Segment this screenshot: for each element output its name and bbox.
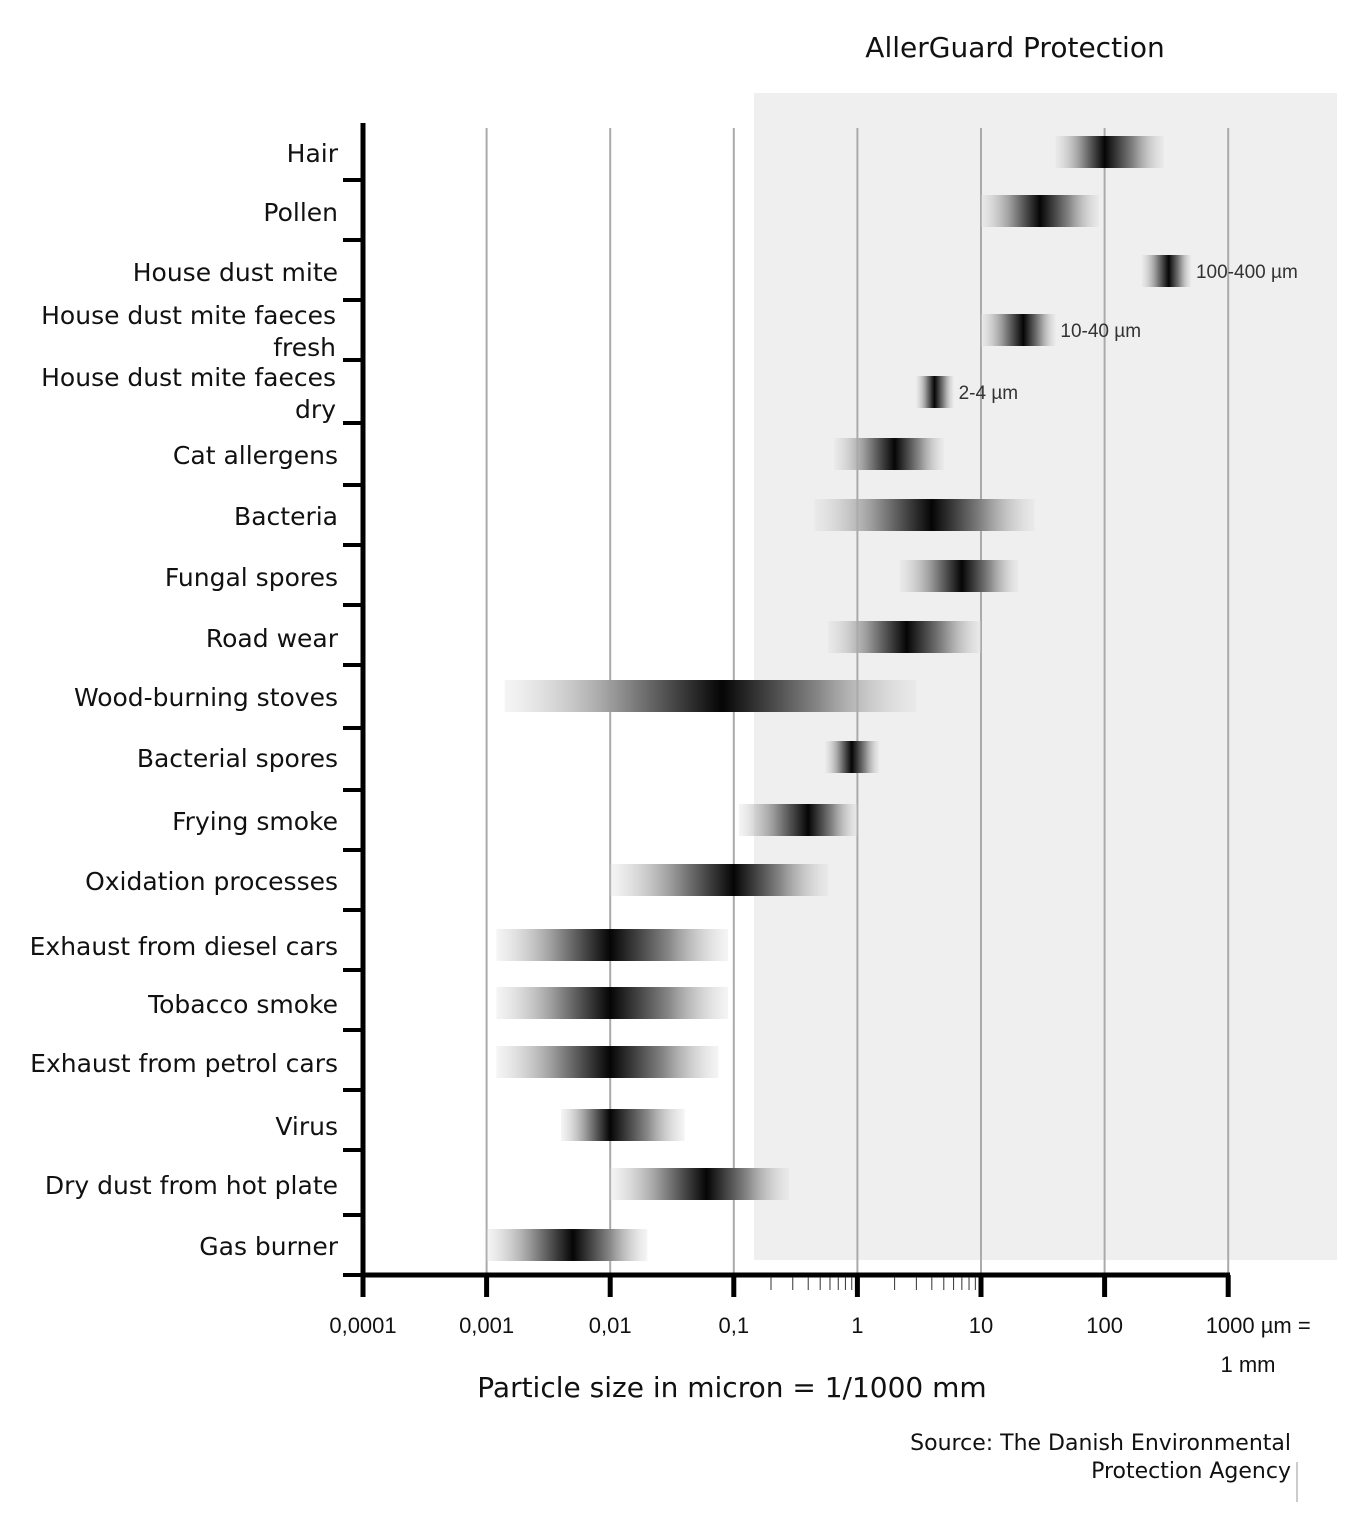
range-bar xyxy=(981,195,1099,227)
category-label: Pollen xyxy=(263,198,338,227)
source-line-1: Source: The Danish Environmental xyxy=(910,1431,1291,1456)
range-bar xyxy=(496,987,729,1019)
category-label: House dust mite xyxy=(133,258,338,287)
chart-title: AllerGuard Protection xyxy=(865,31,1164,64)
category-label: Oxidation processes xyxy=(85,867,338,896)
x-tick-label: 0,0001 xyxy=(329,1313,396,1338)
range-bar xyxy=(814,499,1035,531)
range-bar xyxy=(738,804,858,836)
range-bar xyxy=(834,438,944,470)
range-bar xyxy=(496,1046,719,1078)
range-bar xyxy=(828,621,981,653)
x-tick-label: 10 xyxy=(969,1313,993,1338)
category-label: Wood-burning stoves xyxy=(74,683,338,712)
x-tick-label: 1000 µm = xyxy=(1206,1313,1311,1338)
category-label: Tobacco smoke xyxy=(147,990,338,1019)
range-bar xyxy=(981,314,1056,346)
range-bar xyxy=(825,741,880,773)
category-label: Bacteria xyxy=(234,502,338,531)
category-label: House dust mite faeces xyxy=(41,301,336,330)
range-annotation: 10-40 µm xyxy=(1060,321,1141,342)
range-bar xyxy=(486,1229,648,1261)
x-tick-sublabel: 1 mm xyxy=(1221,1352,1276,1377)
range-bar xyxy=(899,560,1019,592)
category-label: Exhaust from petrol cars xyxy=(30,1049,338,1078)
category-label: dry xyxy=(295,395,336,424)
range-annotation: 2-4 µm xyxy=(959,383,1019,404)
source-line-2: Protection Agency xyxy=(1091,1459,1291,1484)
range-bar xyxy=(610,1168,790,1200)
range-bar xyxy=(1055,136,1164,168)
range-bar xyxy=(504,680,917,712)
range-bar xyxy=(561,1109,685,1141)
range-bar xyxy=(1141,255,1191,287)
x-tick-label: 100 xyxy=(1086,1313,1123,1338)
category-label: Exhaust from diesel cars xyxy=(30,932,338,961)
range-bar xyxy=(610,864,829,896)
range-bar xyxy=(496,929,729,961)
category-label: Gas burner xyxy=(199,1232,338,1261)
x-axis-label: Particle size in micron = 1/1000 mm xyxy=(477,1371,986,1404)
range-bar xyxy=(916,376,954,408)
category-label: Virus xyxy=(275,1112,338,1141)
protection-region xyxy=(754,93,1337,1260)
x-tick-label: 0,1 xyxy=(719,1313,750,1338)
range-annotation: 100-400 µm xyxy=(1196,262,1298,283)
x-tick-label: 0,001 xyxy=(459,1313,514,1338)
x-tick-label: 0,01 xyxy=(589,1313,632,1338)
x-tick-label: 1 xyxy=(851,1313,863,1338)
category-label: fresh xyxy=(273,333,336,362)
category-label: House dust mite faeces xyxy=(41,363,336,392)
category-label: Road wear xyxy=(206,624,339,653)
category-label: Hair xyxy=(287,139,339,168)
category-label: Bacterial spores xyxy=(137,744,338,773)
category-label: Cat allergens xyxy=(173,441,338,470)
category-label: Dry dust from hot plate xyxy=(45,1171,338,1200)
category-label: Frying smoke xyxy=(172,807,338,836)
category-label: Fungal spores xyxy=(165,563,338,592)
